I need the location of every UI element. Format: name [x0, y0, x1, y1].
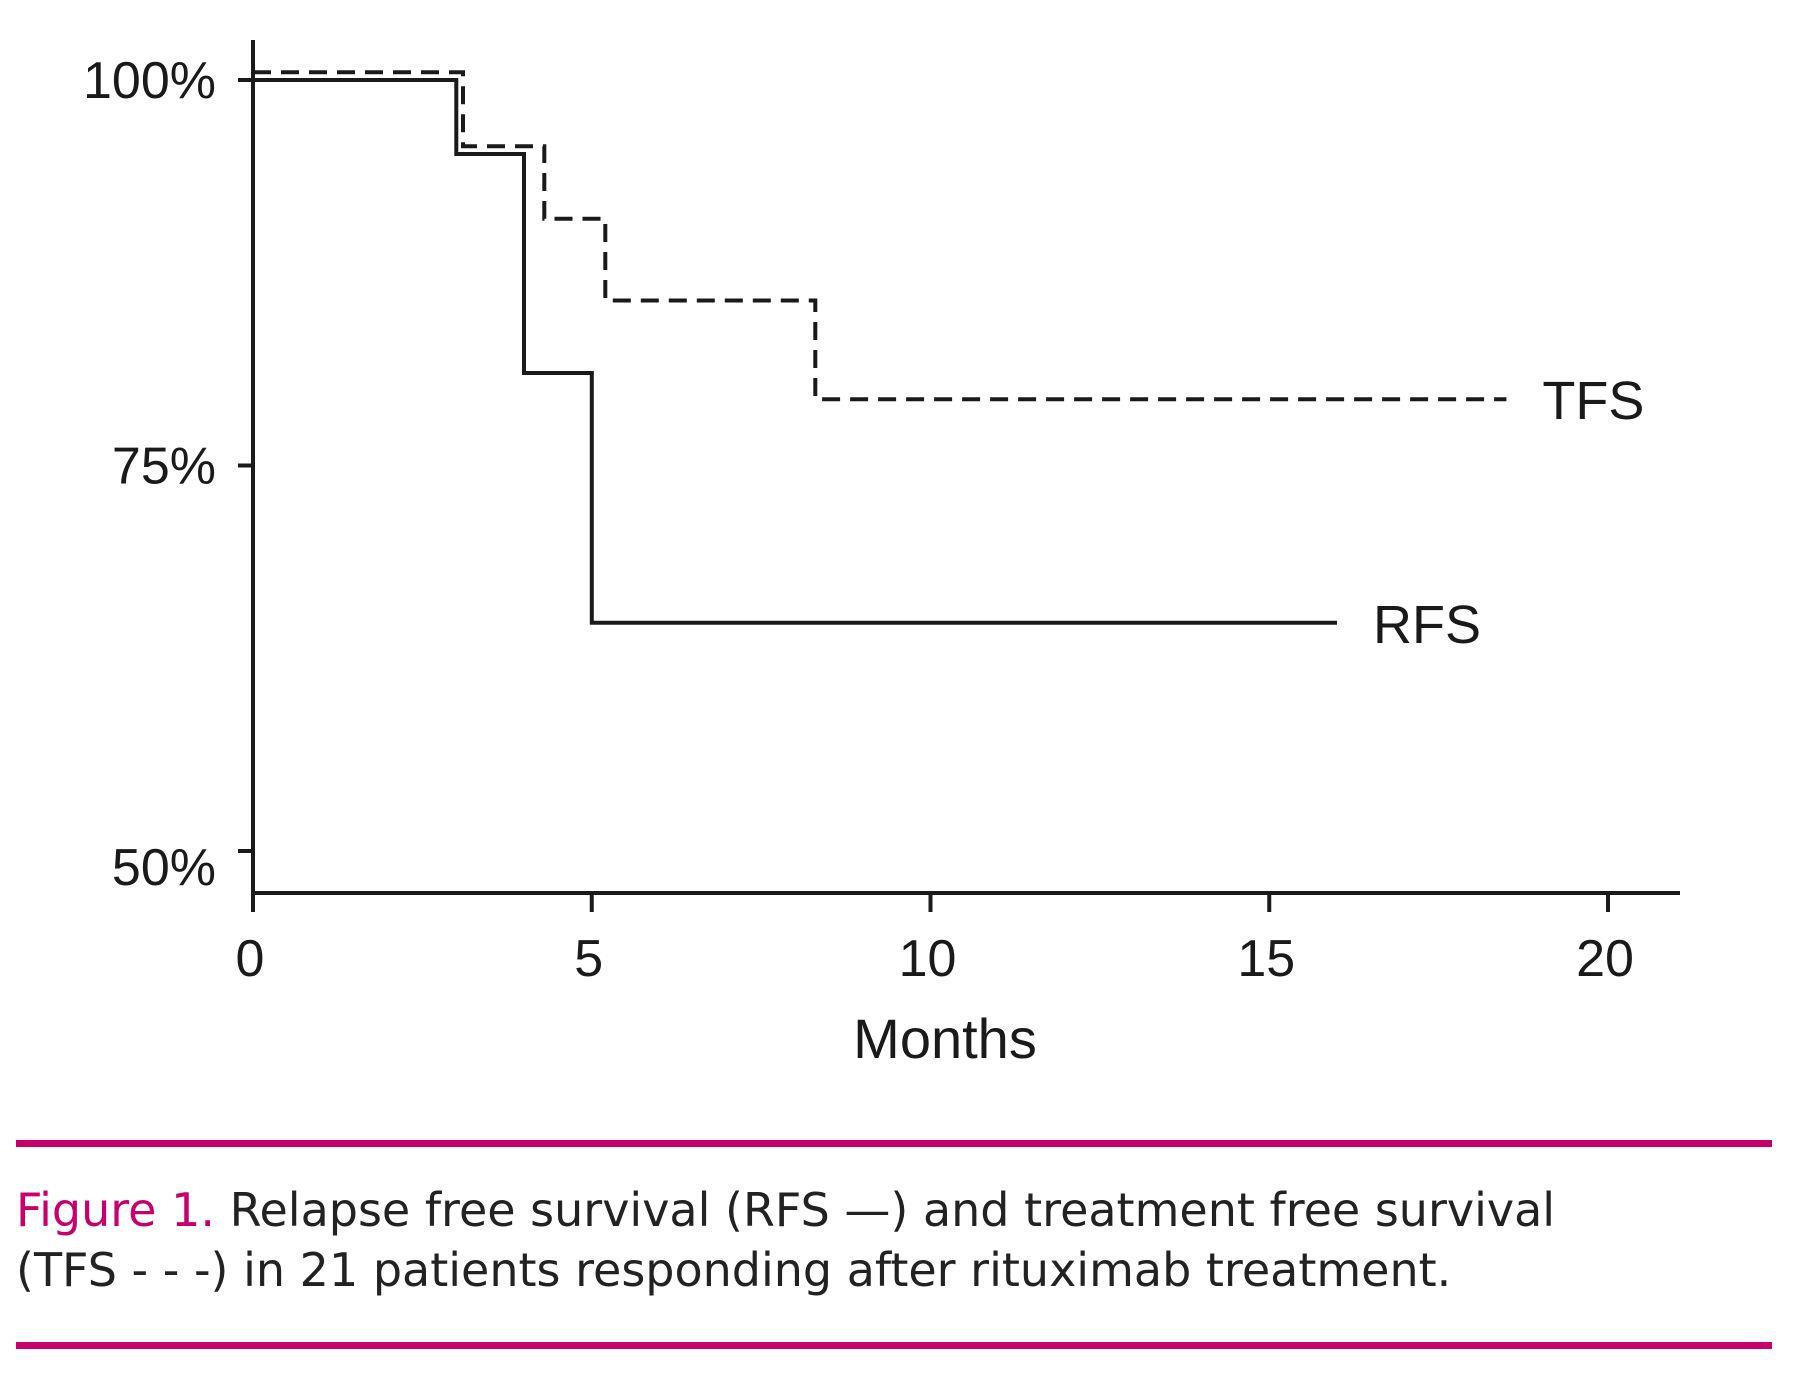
caption-rule-bottom: [16, 1342, 1772, 1349]
x-tick-label: 5: [574, 930, 603, 988]
figure-label: Figure 1.: [16, 1183, 215, 1237]
x-ticks: 0 5 10 15 20: [236, 893, 1634, 988]
x-axis-title: Months: [853, 1007, 1037, 1070]
caption-text: Relapse free survival (RFS —) and treatm…: [16, 1183, 1555, 1297]
series-line-tfs: [253, 72, 1506, 399]
series-line-rfs: [253, 80, 1337, 623]
x-tick-label: 0: [236, 930, 265, 988]
figure-caption: Figure 1. Relapse free survival (RFS —) …: [16, 1180, 1776, 1300]
series-label-tfs: TFS: [1542, 371, 1644, 431]
y-tick-label: 100%: [83, 52, 216, 110]
series-label-rfs: RFS: [1373, 595, 1481, 655]
axes: [251, 40, 1680, 895]
caption-rule-top: [16, 1140, 1772, 1147]
survival-chart: 100% 75% 50% 0 5 10 15 20 TFS RFS Months: [0, 0, 1800, 1080]
x-tick-label: 20: [1576, 930, 1634, 988]
series-lines: TFS RFS: [253, 72, 1644, 654]
y-ticks: 100% 75% 50%: [83, 52, 253, 897]
x-tick-label: 15: [1237, 930, 1295, 988]
y-tick-label: 50%: [112, 839, 216, 897]
y-tick-label: 75%: [112, 438, 216, 496]
x-tick-label: 10: [899, 930, 957, 988]
